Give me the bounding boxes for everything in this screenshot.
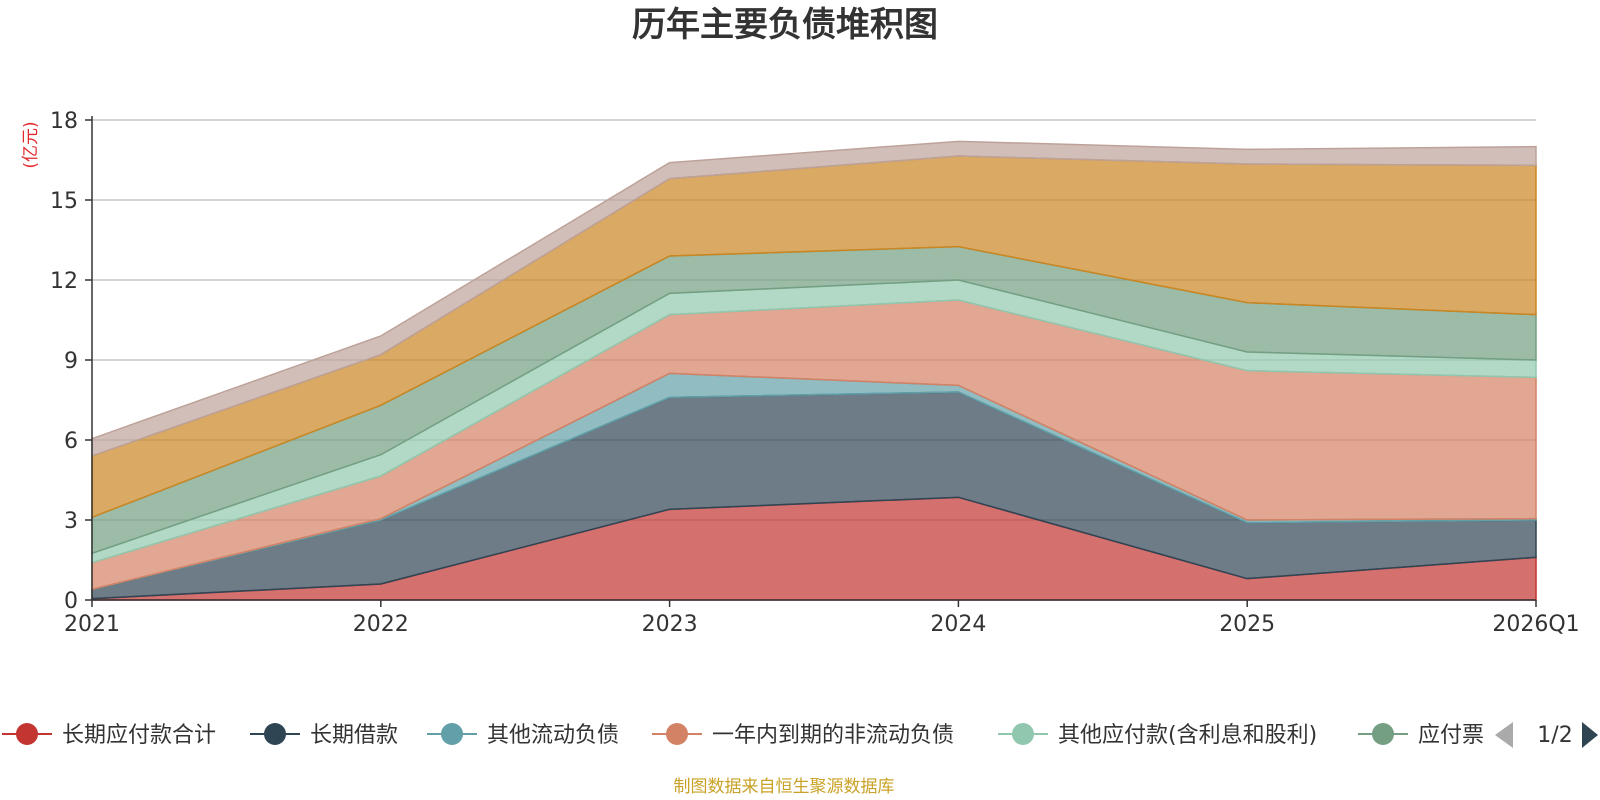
- x-tick-label: 2022: [353, 612, 409, 637]
- legend-label: 应付票: [1418, 723, 1484, 748]
- y-tick-label: 15: [50, 189, 78, 214]
- legend-item[interactable]: 其他流动负债: [427, 723, 619, 748]
- y-tick-label: 18: [50, 109, 78, 134]
- legend-item[interactable]: 其他应付款(含利息和股利): [998, 723, 1317, 748]
- y-tick-label: 3: [64, 509, 78, 534]
- x-tick-label: 2021: [64, 612, 120, 637]
- legend-marker-icon: [16, 723, 38, 745]
- legend-label: 其他流动负债: [487, 723, 619, 748]
- legend-marker-icon: [1012, 723, 1034, 745]
- legend-next-page-icon[interactable]: [1582, 722, 1598, 748]
- legend-item[interactable]: 长期借款: [250, 723, 398, 748]
- legend-item[interactable]: 一年内到期的非流动负债: [652, 723, 954, 748]
- axes: 0 3 6 9 12 15 18 2021 2022 2023 2024 2025 2026Q1: [50, 109, 1580, 637]
- area-series-group: [91, 140, 1537, 601]
- legend-marker-icon: [441, 723, 463, 745]
- data-source-note: 制图数据来自恒生聚源数据库: [674, 777, 895, 797]
- y-axis-unit-label: (亿元): [21, 121, 41, 168]
- chart-title: 历年主要负债堆积图: [632, 5, 938, 45]
- y-tick-label: 6: [64, 429, 78, 454]
- legend-marker-icon: [264, 723, 286, 745]
- x-tick-label: 2026Q1: [1492, 612, 1579, 637]
- legend-marker-icon: [666, 723, 688, 745]
- legend-item[interactable]: 应付票: [1358, 723, 1484, 748]
- x-tick-label: 2025: [1219, 612, 1275, 637]
- legend-prev-page-icon[interactable]: [1495, 722, 1513, 748]
- legend-marker-icon: [1372, 723, 1394, 745]
- y-tick-label: 0: [64, 589, 78, 614]
- legend-label: 一年内到期的非流动负债: [712, 723, 954, 748]
- legend[interactable]: 长期应付款合计 长期借款 其他流动负债 一年内到期的非流动负债 其他应付款(含利息和股利…: [2, 722, 1598, 748]
- legend-label: 其他应付款(含利息和股利): [1058, 723, 1317, 748]
- x-tick-label: 2024: [930, 612, 986, 637]
- legend-page-indicator: 1/2: [1537, 723, 1572, 748]
- legend-item[interactable]: 长期应付款合计: [2, 723, 216, 748]
- legend-label: 长期借款: [310, 723, 398, 748]
- x-tick-label: 2023: [642, 612, 698, 637]
- area-series[interactable]: [91, 140, 1537, 458]
- legend-label: 长期应付款合计: [62, 723, 216, 748]
- y-tick-label: 9: [64, 349, 78, 374]
- y-tick-label: 12: [50, 269, 78, 294]
